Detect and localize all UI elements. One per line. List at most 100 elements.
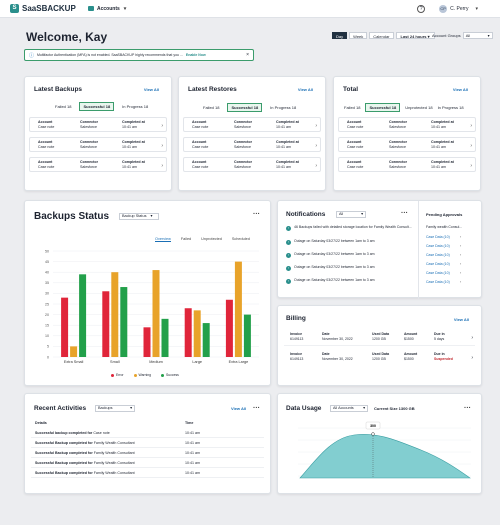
col-header: Connector — [389, 120, 407, 124]
filter-successful[interactable]: Successful 18 — [79, 102, 115, 111]
tab-unprotected[interactable]: Unprotected — [201, 237, 222, 241]
cell: $1500 — [404, 337, 414, 341]
activity-status: Successful Backup completed for — [35, 441, 93, 445]
y-tick-label: 40 — [45, 271, 49, 275]
activity-target: Case note — [93, 431, 110, 435]
table-row[interactable]: Account Case note Connector Salesforce Com… — [183, 117, 321, 132]
activity-row[interactable]: Successful Backup completed for Family W… — [31, 459, 264, 468]
filter-in-progress[interactable]: In Progress 18 — [270, 105, 296, 110]
range-day-button[interactable]: Day — [332, 32, 348, 39]
col-header: Account — [347, 160, 362, 164]
chevron-down-icon: ▾ — [150, 214, 153, 218]
col-header: Details — [35, 421, 47, 425]
activity-row[interactable]: Successful backup completed for Case not… — [31, 429, 264, 438]
pending-item[interactable]: Case Data (10) › — [426, 253, 461, 257]
alert-icon: ! — [286, 240, 291, 245]
tab-scheduled[interactable]: Scheduled — [231, 237, 250, 241]
filter-failed[interactable]: Failed 18 — [344, 105, 360, 110]
filter-successful[interactable]: Successful 18 — [365, 103, 401, 112]
view-all-link[interactable]: View All — [297, 87, 313, 92]
total-filters: Failed 18 Successful 18 Unprotected 18 I… — [344, 103, 464, 112]
pending-item[interactable]: Case Data (10) › — [426, 262, 461, 266]
enable-now-link[interactable]: Enable Now — [185, 53, 206, 57]
table-row[interactable]: Account Case note Connector Salesforce Com… — [29, 137, 167, 152]
account-switcher[interactable]: Accounts ▾ — [88, 6, 158, 12]
card-title: Backups Status — [34, 211, 110, 222]
notifications-filter[interactable]: All ▾ — [336, 211, 366, 218]
more-icon[interactable]: ··· — [253, 405, 260, 412]
col-header: Amount — [404, 352, 418, 356]
bar-success — [161, 318, 169, 357]
table-row[interactable]: Account Case note Connector Salesforce Com… — [338, 137, 476, 152]
table-row[interactable]: Account Case note Connector Salesforce Com… — [338, 117, 476, 132]
activity-row[interactable]: Successful Backup completed for Family W… — [31, 469, 264, 478]
filter-failed[interactable]: Failed 18 — [203, 105, 219, 110]
pending-item[interactable]: Case Data (10) › — [426, 280, 461, 284]
pending-item[interactable]: Case Data (10) › — [426, 235, 461, 239]
pending-item[interactable]: Case Data (10) › — [426, 244, 461, 248]
cell: 6149113 — [290, 337, 304, 341]
range-week-button[interactable]: Week — [349, 32, 368, 39]
more-icon[interactable]: ··· — [253, 211, 260, 218]
view-all-link[interactable]: View All — [231, 406, 247, 411]
table-row[interactable]: Account Case note Connector Salesforce Com… — [338, 157, 476, 172]
view-all-link[interactable]: View All — [453, 317, 469, 322]
filter-failed[interactable]: Failed 18 — [55, 104, 71, 109]
col-header: Connector — [389, 140, 407, 144]
chevron-right-icon: › — [315, 143, 317, 149]
billing-row[interactable]: Invoice 6149113 Date November 30, 2022 Use… — [284, 332, 475, 346]
activity-row[interactable]: Successful Backup completed for Family W… — [31, 439, 264, 448]
close-icon[interactable]: × — [246, 52, 249, 58]
notification-item[interactable]: ! Outage on Saturday 03/27/22 between 1am… — [286, 252, 414, 258]
more-icon[interactable]: ··· — [464, 405, 471, 412]
filter-unprotected[interactable]: Unprotected 18 — [405, 105, 432, 110]
tooltip-box — [365, 421, 381, 430]
cell: 10:41 am — [122, 124, 137, 129]
billing-row[interactable]: Invoice 6149113 Date November 30, 2022 Use… — [284, 352, 475, 366]
user-menu[interactable]: CP C. Perry ▾ — [439, 4, 478, 13]
activity-target: Family Wealth Consultant — [93, 451, 135, 455]
view-all-link[interactable]: View All — [143, 87, 159, 92]
cell: 10:41 am — [276, 124, 291, 129]
range-dropdown[interactable]: Last 24 hours ▾ — [395, 32, 435, 39]
pending-label: Case Data (10) — [426, 244, 450, 248]
tab-overview[interactable]: Overview — [155, 237, 171, 242]
activity-row[interactable]: Successful Backup completed for Family W… — [31, 449, 264, 458]
table-row[interactable]: Account Case note Connector Salesforce Com… — [29, 117, 167, 132]
cell: Case note — [38, 144, 55, 149]
activity-status: Successful Backup completed for — [35, 461, 93, 465]
notification-item[interactable]: ! Outage on Saturday 03/27/22 between 1am… — [286, 265, 414, 271]
table-row[interactable]: Account Case note Connector Salesforce Com… — [183, 137, 321, 152]
pending-item[interactable]: Case Data (10) › — [426, 271, 461, 275]
logo[interactable]: S SaaSBACKUP — [10, 4, 88, 13]
table-row[interactable]: Account Case note Connector Salesforce Com… — [29, 157, 167, 172]
y-tick-label: 25 — [45, 302, 49, 306]
filter-in-progress[interactable]: In Progress 18 — [438, 105, 464, 110]
notification-item[interactable]: ! Outage on Saturday 03/27/22 between 1am… — [286, 239, 414, 245]
cell: $1500 — [404, 357, 414, 361]
filter-successful[interactable]: Successful 18 — [227, 103, 263, 112]
col-header: Date — [322, 332, 330, 336]
activity-filter[interactable]: Backups ▾ — [95, 405, 135, 412]
notification-item[interactable]: ! Outage on Saturday 03/27/22 between 1am… — [286, 278, 414, 284]
backup-status-select[interactable]: Backup Status ▾ — [119, 213, 159, 220]
col-header: Completed at — [431, 140, 454, 144]
col-header: Account — [347, 120, 362, 124]
notification-item[interactable]: ! 46 Backups failed with detailed storage… — [286, 225, 414, 231]
alert-icon: ! — [286, 226, 291, 231]
col-header: Due in — [434, 332, 445, 336]
cell: Salesforce — [234, 144, 251, 149]
view-all-link[interactable]: View All — [452, 87, 468, 92]
range-calendar-button[interactable]: Calendar — [369, 32, 394, 39]
table-row[interactable]: Account Case note Connector Salesforce Com… — [183, 157, 321, 172]
more-icon[interactable]: ··· — [401, 210, 408, 217]
help-icon[interactable]: ? — [417, 4, 426, 13]
select-value: All Accounts — [333, 406, 354, 410]
cell: Salesforce — [80, 144, 97, 149]
col-header: Account — [192, 120, 207, 124]
accounts-filter[interactable]: All Accounts ▾ — [330, 405, 368, 412]
filter-in-progress[interactable]: In Progress 18 — [122, 104, 148, 109]
tab-failed[interactable]: Failed — [180, 237, 192, 241]
account-groups-select[interactable]: All ▾ — [462, 32, 493, 39]
x-tick-label: Medium — [149, 360, 163, 364]
